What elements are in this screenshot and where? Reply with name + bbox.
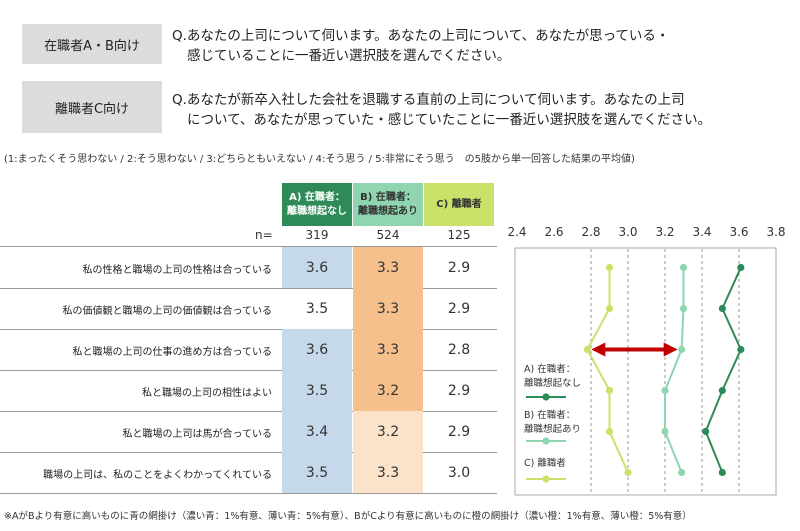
x-tick-label: 3.6 <box>729 225 749 239</box>
header-line: C) 離職者 <box>436 198 482 210</box>
arrow-head-right <box>663 342 678 357</box>
question-label-current: 在職者A・B向け <box>22 24 162 64</box>
table-cell: 3.2 <box>353 370 423 411</box>
series-point-a <box>718 386 726 395</box>
legend-marker-b <box>542 437 550 445</box>
legend-label-b: B) 在職者： 離職想起あり <box>524 409 581 437</box>
legend-label-c: C) 離職者 <box>524 457 566 471</box>
table-cell: 3.2 <box>353 411 423 452</box>
legend-line: 離職想起なし <box>524 378 582 389</box>
series-point-b <box>661 427 669 436</box>
legend-marker-c <box>542 475 550 483</box>
table-cell: 2.9 <box>447 382 471 399</box>
question-text-line2: について、あなたが思っていた・感じていたことに一番近い選択肢を選んでください。 <box>187 112 712 128</box>
table-cell: 3.5 <box>282 370 352 411</box>
series-point-a <box>737 263 745 272</box>
row-divider <box>0 370 497 371</box>
table-cell: 3.3 <box>353 329 423 370</box>
header-line: 離職想起なし <box>287 205 347 217</box>
scale-note: (1:まったくそう思わない / 2:そう思わない / 3:どちらともいえない /… <box>4 154 635 165</box>
row-label: 職場の上司は、私のことをよくわかってくれている <box>43 470 272 481</box>
row-divider <box>0 452 497 453</box>
series-point-b <box>678 345 686 354</box>
row-label: 私と職場の上司は馬が合っている <box>122 429 273 440</box>
x-tick-label: 2.6 <box>544 225 564 239</box>
n-value-a: 319 <box>305 228 329 242</box>
column-header-b: B) 在職者： 離職想起あり <box>353 183 423 226</box>
row-label: 私と職場の上司の相性はよい <box>142 388 272 399</box>
series-point-c <box>583 345 591 354</box>
legend-marker-a <box>542 393 550 401</box>
column-header-a: A) 在職者： 離職想起なし <box>282 183 352 226</box>
row-label: 私の性格と職場の上司の性格は合っている <box>82 265 273 276</box>
row-divider <box>0 411 497 412</box>
question-text-line1: Q.あなたが新卒入社した会社を退職する直前の上司について伺います。あなたの上司 <box>172 92 685 108</box>
column-header-c: C) 離職者 <box>424 183 494 226</box>
series-point-c <box>624 468 632 477</box>
table-cell: 3.3 <box>353 288 423 329</box>
question-text-line1: Q.あなたの上司について伺います。あなたの上司について、あなたが思っている・ <box>172 28 670 44</box>
row-label: 私の価値観と職場の上司の価値観は合っている <box>62 306 273 317</box>
x-tick-label: 3.4 <box>692 225 712 239</box>
series-point-a <box>718 468 726 477</box>
table-cell: 3.6 <box>282 329 352 370</box>
row-label: 私と職場の上司の仕事の進め方は合っている <box>72 347 273 358</box>
legend-label-a: A) 在職者： 離職想起なし <box>524 363 581 391</box>
header-line: B) 在職者： <box>360 191 416 203</box>
legend-line: B) 在職者： <box>524 410 576 421</box>
table-cell: 3.3 <box>353 452 423 493</box>
table-cell: 2.9 <box>447 300 471 317</box>
arrow-head-left <box>591 342 606 357</box>
question-label-former: 離職者C向け <box>22 81 162 133</box>
x-tick-label: 3.2 <box>655 225 675 239</box>
series-point-b <box>678 468 686 477</box>
x-tick-label: 3.8 <box>766 225 786 239</box>
table-cell: 3.4 <box>282 411 352 452</box>
table-cell: 3.6 <box>282 247 352 288</box>
table-cell: 3.0 <box>447 464 471 481</box>
row-divider <box>0 493 497 494</box>
question-text-current: Q.あなたの上司について伺います。あなたの上司について、あなたが思っている・ 感… <box>172 26 669 66</box>
series-point-c <box>605 263 614 272</box>
series-line-b <box>664 267 685 473</box>
question-text-line2: 感じていることに一番近い選択肢を選んでください。 <box>187 48 511 64</box>
x-tick-label: 2.8 <box>581 225 601 239</box>
series-point-a <box>702 427 710 436</box>
series-point-a <box>737 345 745 354</box>
x-tick-label: 3.0 <box>618 225 638 239</box>
chart-frame <box>514 247 777 496</box>
question-text-former: Q.あなたが新卒入社した会社を退職する直前の上司について伺います。あなたの上司 … <box>172 90 711 130</box>
series-point-b <box>679 304 688 313</box>
series-point-c <box>605 304 614 313</box>
table-cell: 3.5 <box>305 300 329 317</box>
row-divider <box>0 329 497 330</box>
n-value-b: 524 <box>376 228 400 242</box>
legend-line: A) 在職者： <box>524 364 576 375</box>
table-cell: 2.9 <box>447 259 471 276</box>
series-line-a <box>704 267 742 473</box>
table-cell: 2.9 <box>447 423 471 440</box>
series-point-c <box>605 386 614 395</box>
n-label: n= <box>255 228 273 242</box>
header-line: 離職想起あり <box>358 205 418 217</box>
table-cell: 3.5 <box>282 452 352 493</box>
footnote: ※AがBより有意に高いものに青の網掛け（濃い青：1%有意、薄い青：5%有意）、B… <box>4 511 692 522</box>
legend-line: 離職想起あり <box>524 424 582 435</box>
table-cell: 3.3 <box>353 247 423 288</box>
x-tick-label: 2.4 <box>507 225 527 239</box>
series-point-c <box>605 427 614 436</box>
row-divider <box>0 288 497 289</box>
series-line-c <box>586 267 629 473</box>
series-point-b <box>679 263 688 272</box>
legend-line: C) 離職者 <box>524 458 566 469</box>
table-cell: 2.8 <box>447 341 471 358</box>
n-value-c: 125 <box>447 228 471 242</box>
table-top-border <box>0 246 497 247</box>
series-point-a <box>718 304 726 313</box>
header-line: A) 在職者： <box>289 191 345 203</box>
series-point-b <box>661 386 669 395</box>
